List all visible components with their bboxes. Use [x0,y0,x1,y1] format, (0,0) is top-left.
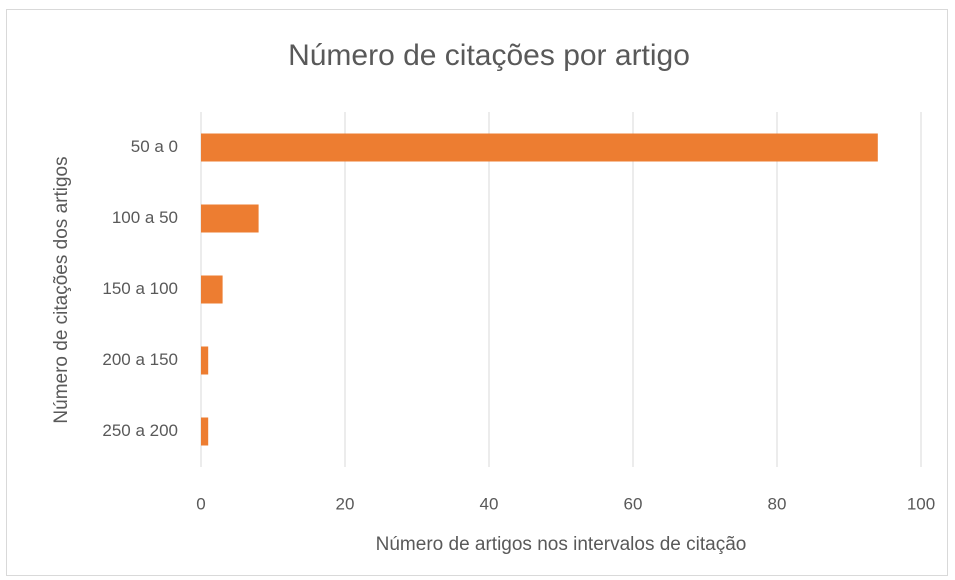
y-tick-label: 150 a 100 [102,279,178,298]
y-tick-label: 200 a 150 [102,350,178,369]
y-tick-label: 250 a 200 [102,421,178,440]
x-tick-label: 0 [196,494,205,513]
chart-title: Número de citações por artigo [288,39,690,72]
chart-border [6,9,948,576]
bar [201,346,209,375]
y-tick-label: 100 a 50 [112,208,178,227]
bar [201,275,223,304]
bar [201,204,259,233]
x-tick-label: 100 [907,494,935,513]
y-tick-label: 50 a 0 [131,137,178,156]
x-tick-label: 60 [624,494,643,513]
x-tick-label: 40 [480,494,499,513]
x-axis-title: Número de artigos nos intervalos de cita… [376,534,747,555]
x-tick-label: 80 [768,494,787,513]
y-axis-title: Número de citações dos artigos [51,156,72,423]
bar [201,133,878,162]
x-tick-label: 20 [336,494,355,513]
bar [201,417,209,446]
